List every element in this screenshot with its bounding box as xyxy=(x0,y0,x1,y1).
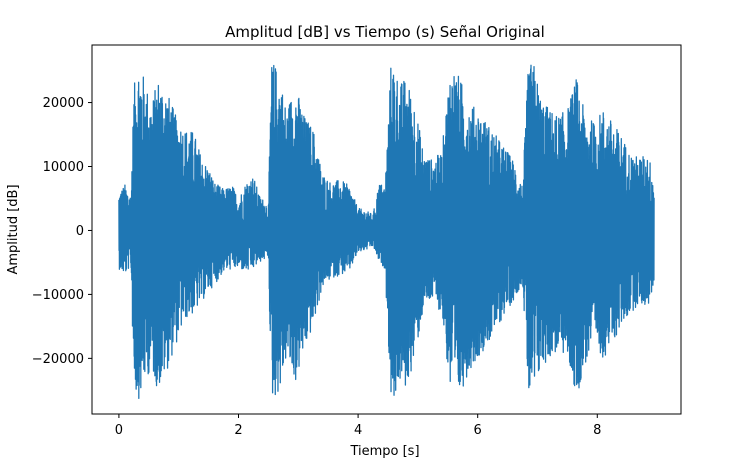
y-tick-label: 10000 xyxy=(43,160,84,175)
signal-line xyxy=(118,64,655,400)
chart-title: Amplitud [dB] vs Tiempo (s) Señal Origin… xyxy=(225,23,545,41)
plot-frame xyxy=(91,44,682,415)
signal-series xyxy=(118,64,655,400)
x-axis-label: Tiempo [s] xyxy=(349,444,419,459)
x-axis: 0 2 4 6 8 xyxy=(115,414,601,438)
x-tick-label: 8 xyxy=(593,423,601,438)
y-axis: −20000 −10000 0 10000 20000 xyxy=(32,96,92,367)
y-tick-label: −10000 xyxy=(32,288,84,303)
y-tick-label: 20000 xyxy=(43,96,84,111)
y-tick-label: 0 xyxy=(76,224,84,239)
x-tick-label: 0 xyxy=(115,423,123,438)
y-tick-label: −20000 xyxy=(32,352,84,367)
x-tick-label: 4 xyxy=(354,423,362,438)
x-tick-label: 6 xyxy=(474,423,482,438)
x-tick-label: 2 xyxy=(234,423,242,438)
y-axis-label: Amplitud [dB] xyxy=(6,184,21,274)
